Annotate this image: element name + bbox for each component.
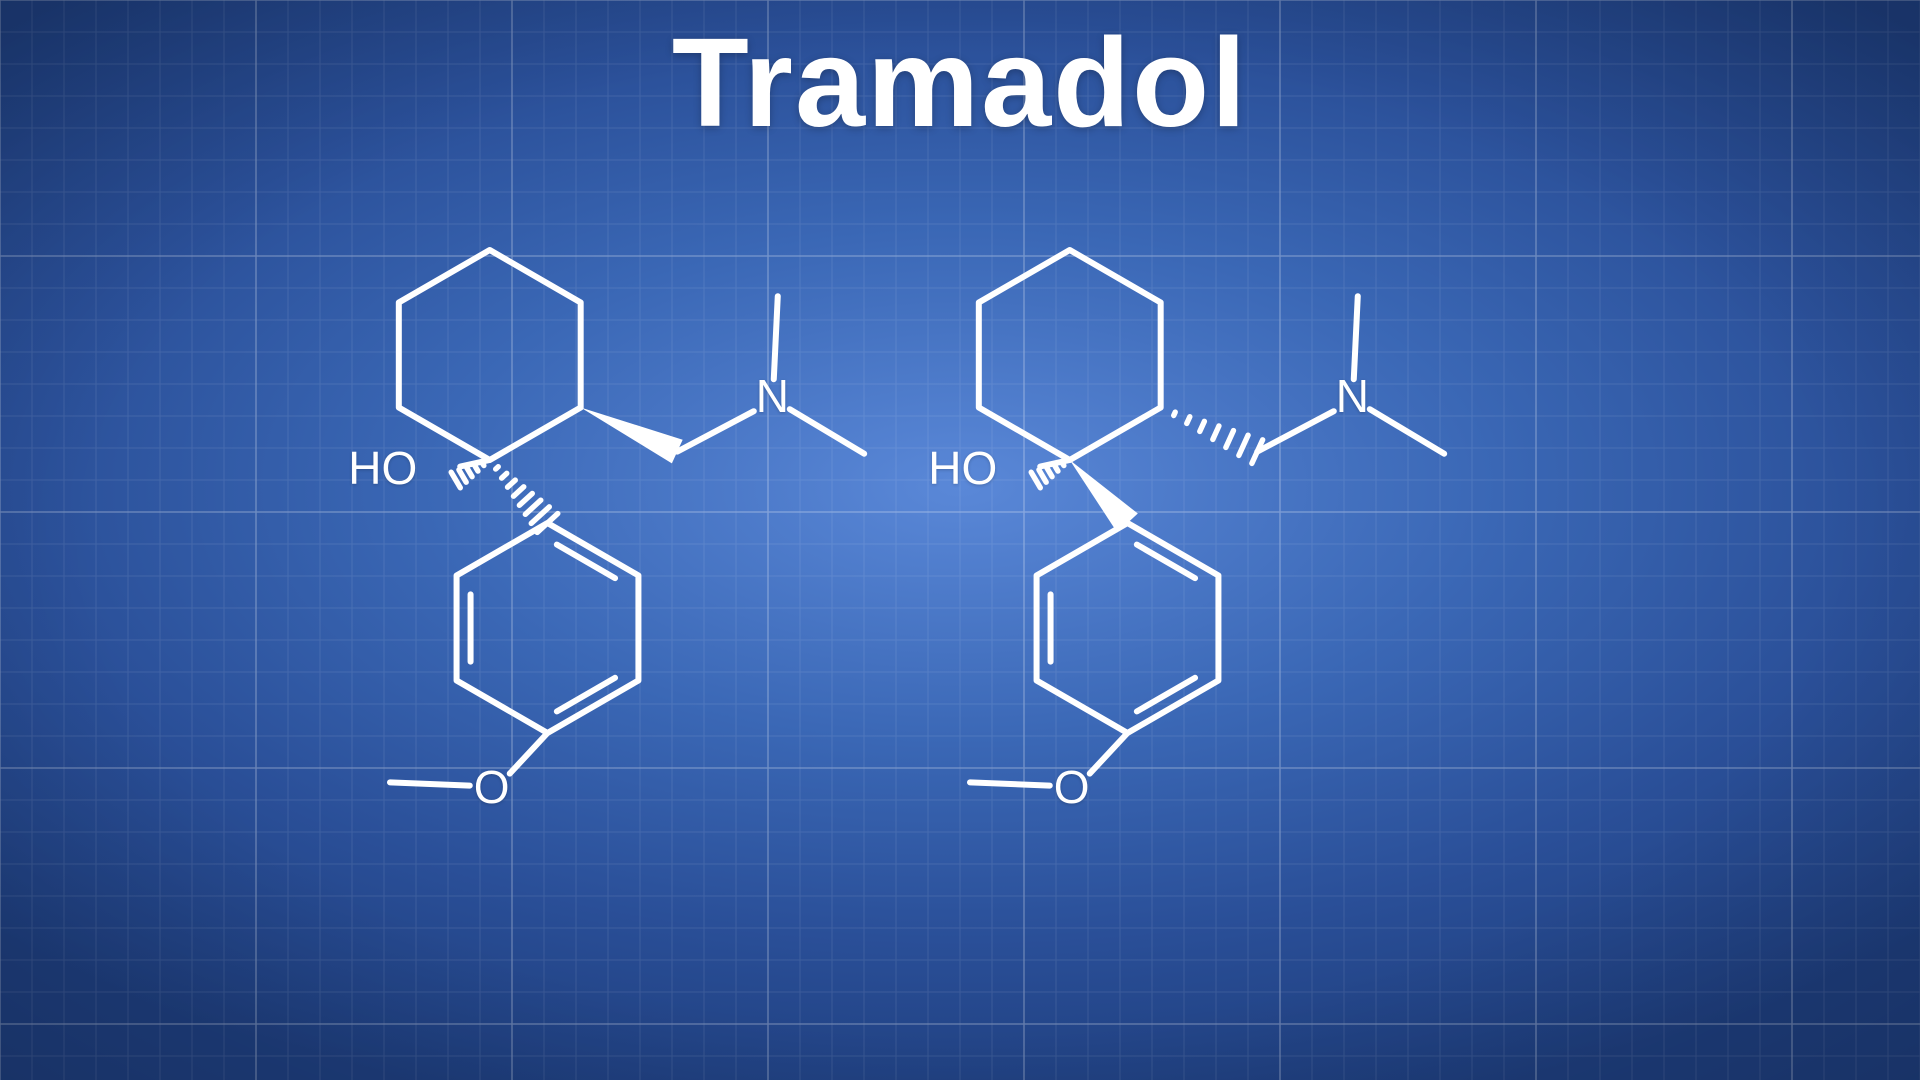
page-title: Tramadol xyxy=(0,10,1920,155)
molecules-container: HO N O HO N O xyxy=(0,210,1920,1080)
label-O-left: O xyxy=(474,764,510,810)
molecule-right xyxy=(930,210,1484,828)
label-HO-left: HO xyxy=(348,445,417,491)
label-N-left: N xyxy=(756,373,789,419)
molecule-left xyxy=(350,210,904,828)
label-HO-right: HO xyxy=(928,445,997,491)
label-O-right: O xyxy=(1054,764,1090,810)
label-N-right: N xyxy=(1336,373,1369,419)
